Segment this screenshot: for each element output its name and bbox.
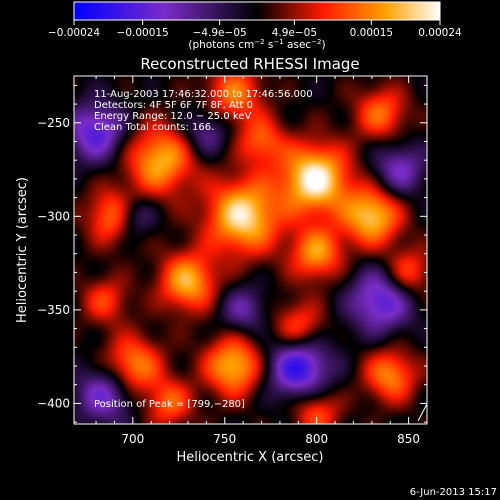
colorbar-tick-label: −4.9e−05 — [193, 27, 247, 39]
annotation-energy-range: Energy Range: 12.0 − 25.0 keV — [94, 111, 251, 122]
x-tick-label: 700 — [121, 432, 144, 446]
x-axis: 700 750 800 850 — [95, 76, 428, 446]
colorbar-tick-label: −0.00015 — [117, 27, 169, 39]
x-tick-label: 800 — [305, 432, 328, 446]
chart-title: Reconstructed RHESSI Image — [140, 55, 359, 73]
colorbar-tick-label: 0.00024 — [418, 27, 462, 39]
colorbar-tick-label: 4.9e−05 — [272, 27, 317, 39]
corner-mark — [417, 403, 428, 422]
y-tick-label: −300 — [37, 209, 70, 223]
colorbar-ticks — [73, 20, 441, 25]
info-annotations: 11-Aug-2003 17:46:32.000 to 17:46:56.000… — [94, 89, 313, 410]
heatmap-image — [74, 76, 427, 424]
x-tick-label: 750 — [213, 432, 236, 446]
colorbar-tick-label: 0.00015 — [350, 27, 393, 39]
y-axis-label: Heliocentric Y (arcsec) — [15, 177, 30, 323]
y-axis: −250 −300 −350 −400 — [37, 84, 427, 423]
y-tick-label: −350 — [37, 303, 70, 317]
y-tick-label: −250 — [37, 116, 70, 130]
colorbar-unit-label: (photons cm−2 s−1 asec−2) — [188, 38, 325, 51]
annotation-peak-position: Position of Peak = [799,−280] — [94, 399, 245, 410]
annotation-clean-counts: Clean Total counts: 166. — [94, 122, 214, 133]
footer-timestamp: 6-Jun-2013 15:17 — [410, 487, 497, 498]
colorbar-tick-labels: −0.00024 −0.00015 −4.9e−05 4.9e−05 0.00015 0.… — [48, 27, 462, 39]
colorbar — [73, 1, 441, 21]
colorbar-tick-label: −0.00024 — [48, 27, 101, 39]
annotation-time-range: 11-Aug-2003 17:46:32.000 to 17:46:56.000 — [94, 89, 313, 100]
plot-frame — [73, 75, 428, 425]
heatmap-area — [74, 76, 427, 424]
x-tick-label: 850 — [397, 432, 420, 446]
annotation-detectors: Detectors: 4F 5F 6F 7F 8F, Att 0 — [94, 100, 253, 111]
y-tick-label: −400 — [37, 396, 70, 410]
x-axis-label: Heliocentric X (arcsec) — [177, 450, 324, 465]
